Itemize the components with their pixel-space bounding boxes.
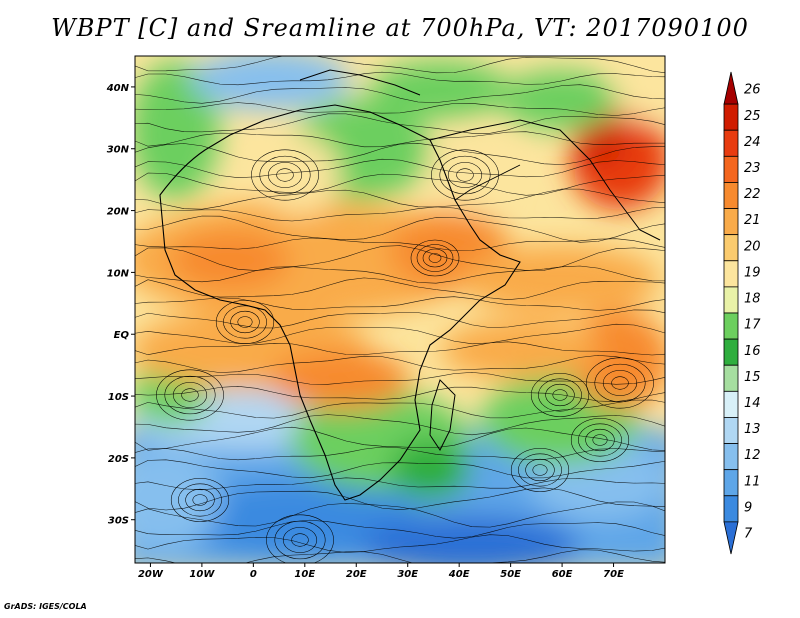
colorbar-label: 15	[744, 370, 761, 385]
colorbar-swatch	[723, 469, 739, 497]
lon-tick-label: 0	[250, 569, 257, 580]
colorbar-swatch	[723, 234, 739, 262]
lat-tick-label: 10N	[107, 268, 130, 279]
colorbar-label: 19	[744, 265, 761, 280]
colorbar-label: 9	[744, 500, 752, 515]
streamlines	[135, 56, 665, 563]
colorbar-swatch	[723, 182, 739, 209]
chart-title: WBPT [C] and Sreamline at 700hPa, VT: 20…	[51, 14, 749, 42]
colorbar-label: 17	[744, 318, 761, 333]
colorbar-legend: 26 25 24 23 22 21 20 19 18 17 16 15 14 13 12 11 9 7	[723, 71, 761, 555]
colorbar-label: 14	[744, 396, 761, 411]
latitude-axis: 40N 30N 20N 10N EQ 10S 20S 30S	[106, 83, 135, 527]
grads-credit: GrADS: IGES/COLA	[4, 602, 87, 611]
colorbar-swatch	[723, 443, 739, 471]
lon-tick-label: 10W	[189, 569, 215, 580]
lon-tick-label: 60E	[552, 569, 573, 580]
longitude-axis: 20W 10W 0 10E 20E 30E 40E 50E 60E 70E	[138, 563, 624, 580]
lon-tick-label: 20W	[138, 569, 164, 580]
colorbar-label: 18	[744, 292, 761, 307]
lat-tick-label: 20S	[108, 454, 129, 465]
colorbar-swatch	[723, 155, 739, 183]
lat-tick-label: 30N	[107, 145, 130, 156]
lon-tick-label: 40E	[448, 569, 470, 580]
colorbar-label: 25	[744, 109, 761, 124]
colorbar-label: 13	[744, 422, 761, 437]
colorbar-label: 7	[744, 527, 753, 542]
colorbar-label: 21	[744, 213, 761, 228]
colorbar-swatch	[723, 495, 739, 523]
lat-tick-label: EQ	[114, 330, 130, 341]
lon-tick-label: 30E	[397, 569, 418, 580]
colorbar-swatch	[723, 417, 739, 444]
colorbar-swatch	[723, 103, 739, 131]
lat-tick-label: 20N	[107, 207, 130, 218]
wbpt-shaded-field	[135, 56, 665, 563]
colorbar-swatch	[723, 129, 739, 157]
lat-tick-label: 40N	[106, 83, 130, 94]
map-frame	[134, 55, 666, 564]
lon-tick-label: 70E	[603, 569, 624, 580]
colorbar-label: 22	[744, 187, 761, 202]
colorbar-label: 12	[744, 448, 761, 463]
lon-tick-label: 20E	[346, 569, 367, 580]
lat-tick-label: 30S	[108, 516, 129, 527]
colorbar-swatch	[723, 390, 739, 418]
colorbar-swatch	[723, 338, 739, 366]
colorbar-swatch	[723, 364, 739, 392]
colorbar-swatch	[723, 208, 739, 236]
lon-tick-label: 10E	[294, 569, 315, 580]
colorbar-label: 20	[744, 239, 761, 254]
lon-tick-label: 50E	[500, 569, 521, 580]
colorbar-label: 11	[744, 474, 761, 489]
colorbar-label: 26	[744, 83, 761, 98]
colorbar-label: 23	[744, 161, 761, 176]
coastline-outlines	[159, 69, 661, 501]
colorbar-label: 24	[744, 135, 761, 150]
colorbar-top-arrow	[723, 71, 739, 105]
colorbar-swatch	[723, 312, 739, 340]
colorbar-swatch	[723, 286, 739, 314]
lat-tick-label: 10S	[108, 392, 129, 403]
colorbar-bottom-arrow	[723, 521, 739, 555]
colorbar-swatch	[723, 260, 739, 288]
colorbar-label: 16	[744, 344, 761, 359]
